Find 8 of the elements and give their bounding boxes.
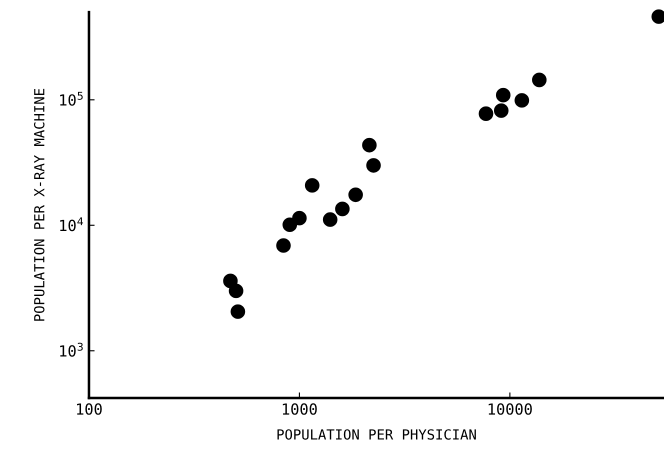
x-tick-label: 100 <box>77 403 102 415</box>
y-tick-label: 10$^{4}$ <box>60 217 84 232</box>
y-tick-label: 10$^{3}$ <box>60 342 83 357</box>
x-tick-label: 10000 <box>488 403 532 415</box>
x-tick-label: 1000 <box>282 403 317 415</box>
x-axis-title: POPULATION PER PHYSICIAN <box>277 429 476 440</box>
y-axis-title: POPULATION PER X-RAY MACHINE <box>34 88 44 321</box>
y-tick-label: 10$^{5}$ <box>60 92 83 106</box>
